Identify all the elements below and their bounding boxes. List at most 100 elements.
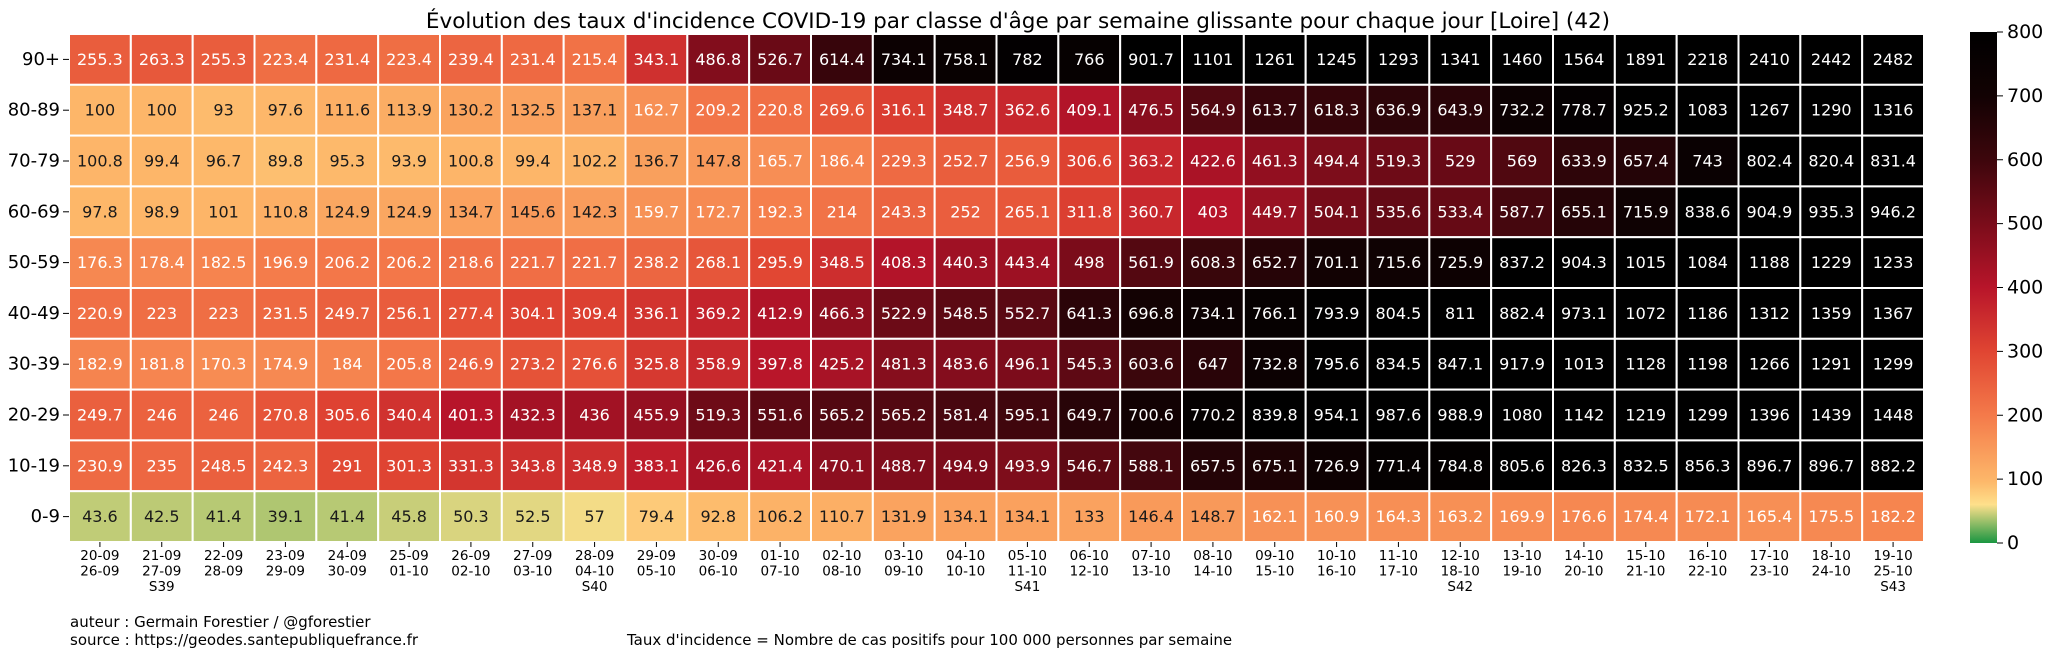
heatmap-cell (562, 337, 627, 391)
cell-value-label: 230.9 (77, 456, 123, 475)
cell-value-label: 882.2 (1870, 456, 1916, 475)
x-tick-label: 20-09 (80, 548, 119, 564)
heatmap-cell (686, 337, 751, 391)
heatmap-cell (1366, 236, 1431, 289)
cell-value-label: 793.9 (1314, 304, 1360, 323)
cell-value-label: 826.3 (1561, 456, 1607, 475)
cell-value-label: 838.6 (1685, 202, 1731, 221)
cell-value-label: 426.6 (695, 456, 741, 475)
x-tick-label: 15-10 (1626, 548, 1665, 564)
heatmap-cell (748, 439, 813, 493)
cell-value-label: 229.3 (881, 152, 927, 171)
x-tick-label: 22-10 (1688, 564, 1727, 580)
cell-value-label: 2410 (1749, 50, 1790, 69)
colorbar-tick-label: 500 (2007, 213, 2043, 235)
cell-value-label: 1101 (1193, 50, 1234, 69)
cell-value-label: 403 (1198, 202, 1229, 221)
heatmap-cell (1675, 33, 1740, 86)
cell-value-label: 79.4 (639, 507, 675, 526)
heatmap-cell (253, 134, 318, 188)
cell-value-label: 249.7 (77, 406, 123, 425)
heatmap-cell (624, 439, 689, 493)
cell-value-label: 1229 (1811, 253, 1852, 272)
x-tick-label: 18-10 (1441, 564, 1480, 580)
cell-value-label: 546.7 (1066, 456, 1112, 475)
x-tick-label: 29-09 (266, 564, 305, 580)
cell-value-label: 181.8 (139, 355, 185, 374)
cell-value-label: 649.7 (1066, 406, 1112, 425)
heatmap-cell (315, 490, 380, 544)
heatmap-cell (933, 490, 998, 544)
cell-value-label: 146.4 (1128, 507, 1174, 526)
heatmap-cell (377, 185, 441, 239)
heatmap-cell (1119, 439, 1183, 493)
cell-value-label: 1299 (1873, 355, 1914, 374)
heatmap-cell (1552, 134, 1616, 188)
cell-value-label: 162.7 (634, 101, 680, 120)
heatmap-cell (1181, 388, 1245, 442)
heatmap-cell (1552, 83, 1616, 137)
heatmap-cell (1675, 490, 1740, 544)
cell-value-label: 1891 (1625, 50, 1666, 69)
heatmap-cell (1304, 33, 1369, 86)
cell-value-label: 221.7 (510, 253, 556, 272)
cell-value-label: 401.3 (448, 406, 494, 425)
cell-value-label: 252.7 (943, 152, 989, 171)
heatmap-cell (995, 287, 1060, 340)
heatmap-cell (439, 185, 503, 239)
heatmap-cell (748, 287, 813, 340)
heatmap-cell (1861, 33, 1925, 86)
cell-value-label: 220.8 (757, 101, 803, 120)
heatmap-cell (1799, 388, 1864, 442)
cell-value-label: 172.7 (695, 202, 741, 221)
heatmap-cell (1613, 388, 1678, 442)
cell-value-label: 134.1 (1005, 507, 1051, 526)
cell-value-label: 564.9 (1190, 101, 1236, 120)
x-tick-label: 11-10 (1379, 548, 1418, 564)
heatmap-cell (1428, 439, 1493, 493)
cell-value-label: 93 (213, 101, 233, 120)
cell-value-label: 235 (146, 456, 177, 475)
heatmap-cell (1675, 236, 1740, 289)
cell-value-label: 95.3 (329, 152, 365, 171)
heatmap-cell (562, 134, 627, 188)
cell-value-label: 159.7 (634, 202, 680, 221)
cell-value-label: 901.7 (1128, 50, 1174, 69)
cell-value-label: 412.9 (757, 304, 803, 323)
cell-value-label: 647 (1198, 355, 1229, 374)
heatmap-cell (500, 33, 565, 86)
heatmap-cell (1304, 490, 1369, 544)
heatmap-cell (748, 134, 813, 188)
heatmap-cell (871, 33, 936, 86)
cell-value-label: 561.9 (1128, 253, 1174, 272)
cell-value-label: 309.4 (572, 304, 618, 323)
cell-value-label: 175.5 (1808, 507, 1854, 526)
cell-value-label: 41.4 (329, 507, 365, 526)
cell-value-label: 847.1 (1437, 355, 1483, 374)
heatmap-cell (1119, 83, 1183, 137)
cell-value-label: 331.3 (448, 456, 494, 475)
heatmap-cell (377, 83, 441, 137)
cell-value-label: 488.7 (881, 456, 927, 475)
cell-value-label: 461.3 (1252, 152, 1298, 171)
cell-value-label: 2482 (1873, 50, 1914, 69)
cell-value-label: 221.7 (572, 253, 618, 272)
cell-value-label: 726.9 (1314, 456, 1360, 475)
heatmap-cell (1799, 287, 1864, 340)
x-tick-label: 26-09 (451, 548, 490, 564)
heatmap-cell (1552, 439, 1616, 493)
cell-value-label: 1460 (1502, 50, 1543, 69)
cell-value-label: 41.4 (206, 507, 242, 526)
heatmap-cell (1861, 134, 1925, 188)
heatmap-cell (500, 490, 565, 544)
cell-value-label: 440.3 (943, 253, 989, 272)
colorbar-tick-label: 300 (2007, 340, 2043, 362)
cell-value-label: 494.9 (943, 456, 989, 475)
heatmap-cell (748, 236, 813, 289)
heatmap-cell (1675, 337, 1740, 391)
cell-value-label: 784.8 (1437, 456, 1483, 475)
heatmap-cell (871, 337, 936, 391)
cell-value-label: 569 (1507, 152, 1538, 171)
x-tick-label: 17-10 (1379, 564, 1418, 580)
x-tick-label: 30-09 (699, 548, 738, 564)
